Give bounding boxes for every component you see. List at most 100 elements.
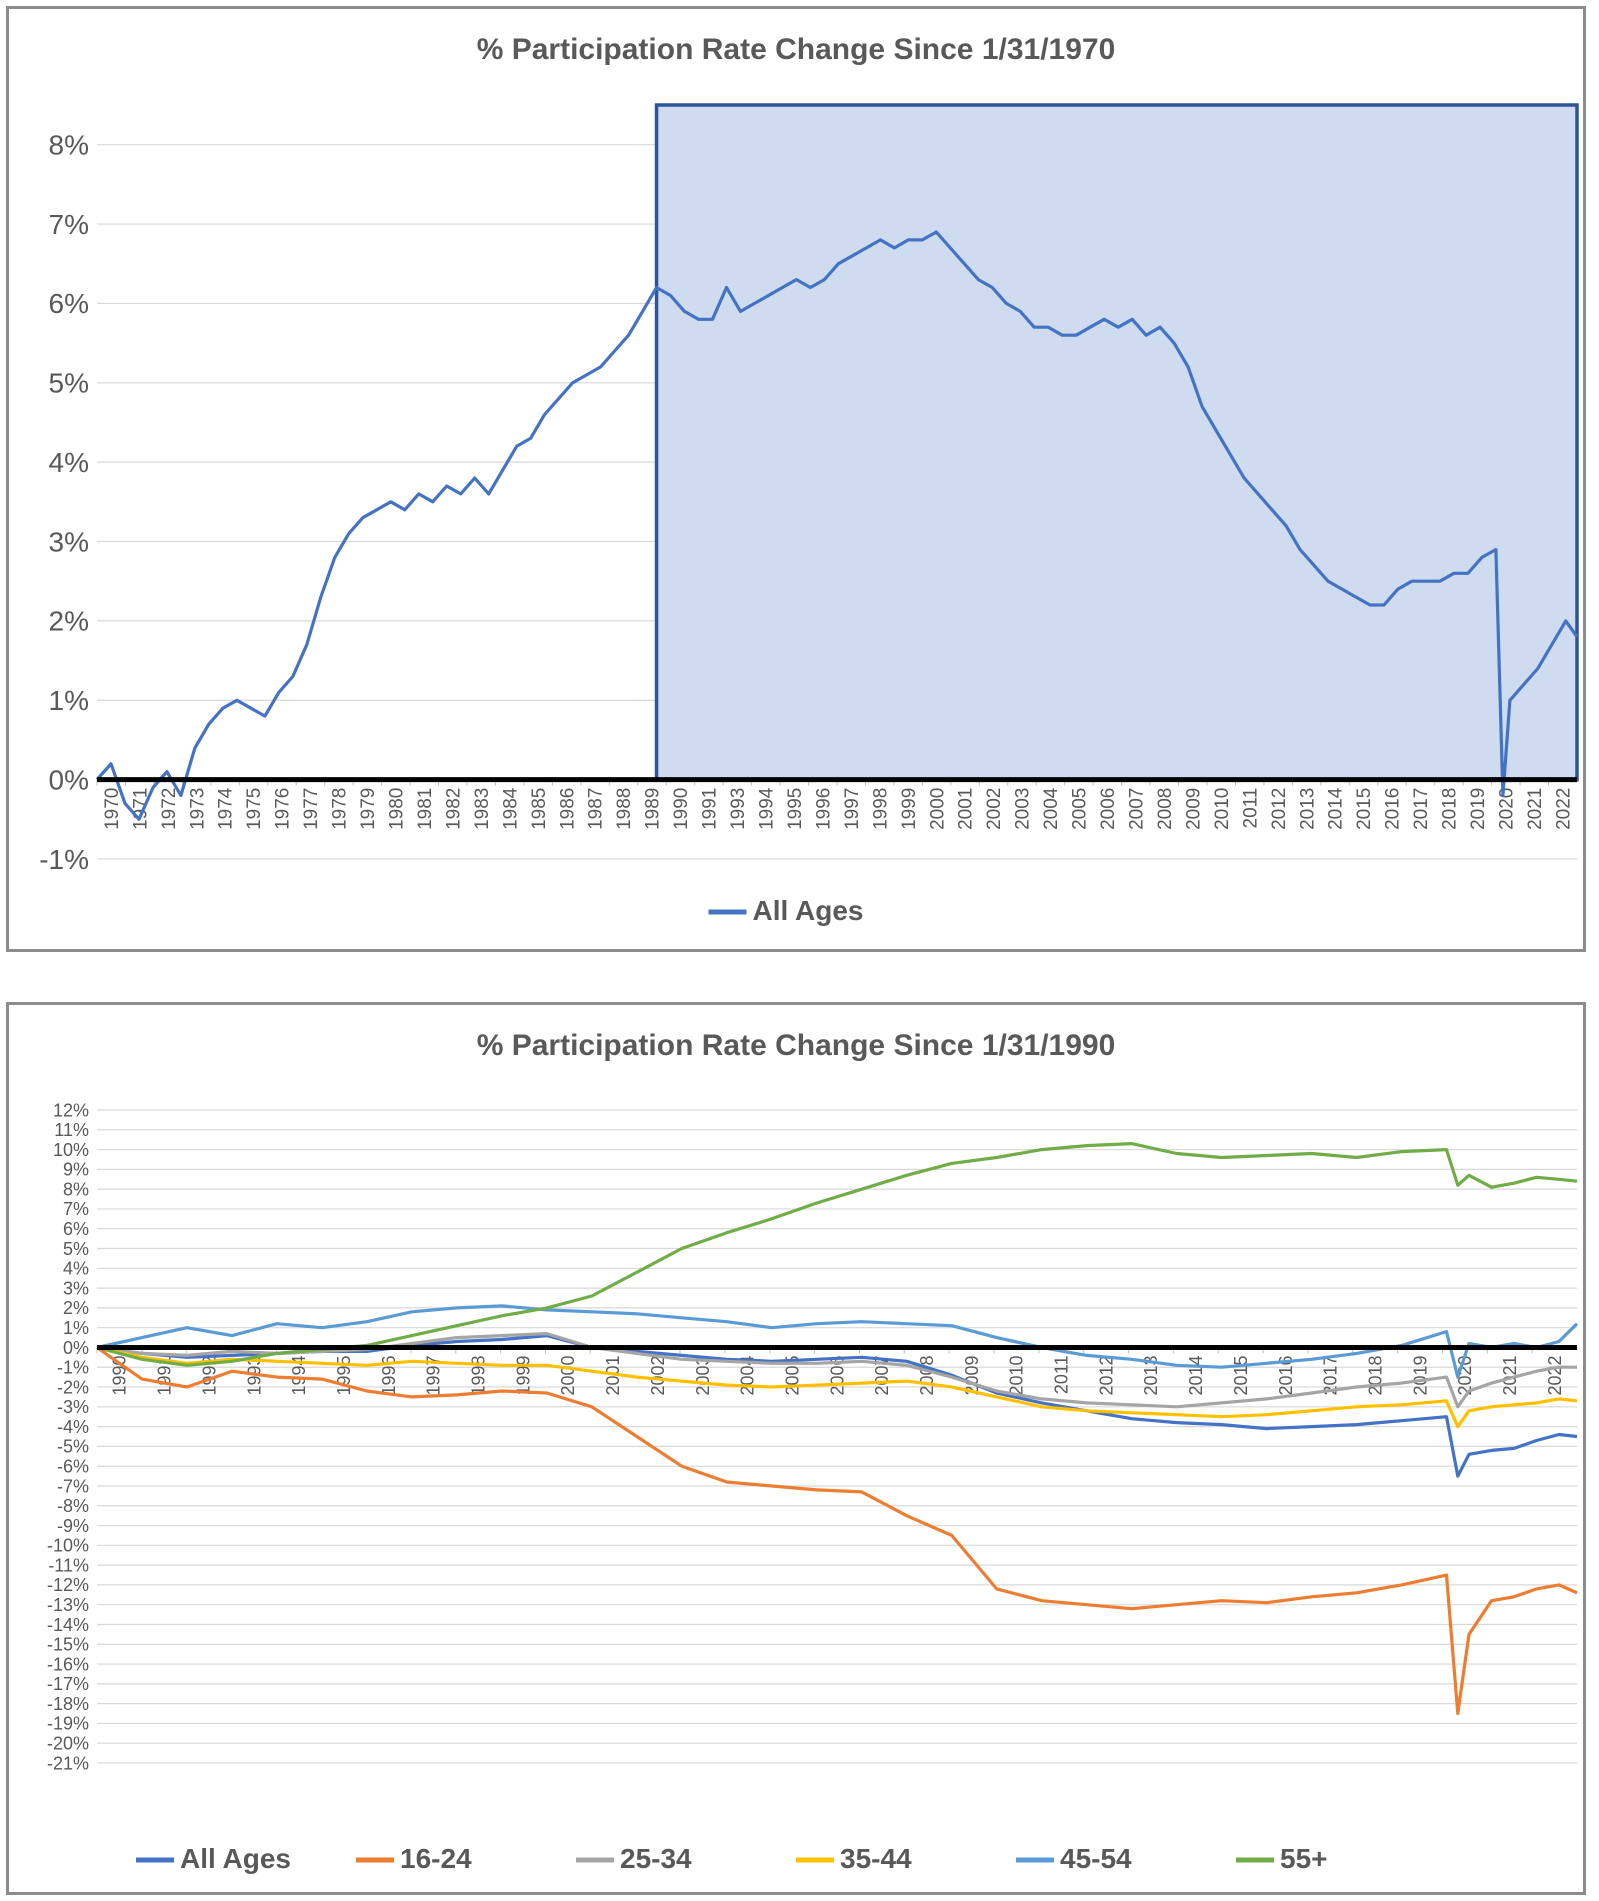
chart-1-frame: % Participation Rate Change Since 1/31/1… [6,6,1586,952]
x-tick-label: 1971 [130,788,151,830]
x-tick-label: 2003 [693,1355,713,1395]
chart-1-y-axis: -1% 0% 1% 2% 3% 4% 5% 6% 7% 8% [39,129,89,874]
legend-label: All Ages [753,895,864,926]
y-tick-label: -10% [47,1536,89,1556]
x-tick-label: 1990 [110,1355,130,1395]
y-tick-label: -9% [57,1516,89,1536]
x-tick-label: 1994 [756,787,777,830]
y-tick-label: 8% [49,129,89,160]
x-tick-label: 2002 [984,788,1005,830]
x-tick-label: 2015 [1231,1355,1251,1395]
x-tick-label: 1972 [159,788,180,830]
x-tick-label: 2021 [1500,1355,1520,1395]
y-tick-label: -15% [47,1635,89,1655]
legend-item: All Ages [708,895,864,926]
x-tick-label: 2017 [1411,788,1432,830]
legend-item: 35-44 [796,1843,912,1874]
series-line-all-ages [95,230,1579,821]
highlight-box [654,103,1579,782]
legend-item: 16-24 [356,1843,472,1874]
x-tick-label: 2007 [872,1355,892,1395]
x-tick-label: 1982 [443,788,464,830]
y-tick-label: -18% [47,1694,89,1714]
x-tick-label: 1985 [529,788,550,830]
y-tick-label: -19% [47,1714,89,1734]
chart-2-svg: % Participation Rate Change Since 1/31/1… [47,1029,1579,1874]
x-tick-label: 2020 [1496,788,1517,830]
x-tick-label: 1995 [785,788,806,830]
x-tick-label: 1983 [472,788,493,830]
x-tick-label: 1993 [728,788,749,830]
x-tick-label: 2010 [1007,1355,1027,1395]
x-tick-label: 2016 [1383,788,1404,830]
x-tick-label: 1987 [586,788,607,830]
x-tick-label: 1975 [244,788,265,830]
x-tick-label: 1988 [614,788,635,830]
x-tick-label: 1973 [187,788,208,830]
y-tick-label: 3% [63,1278,89,1298]
y-tick-label: -3% [57,1397,89,1417]
y-tick-label: -6% [57,1456,89,1476]
series-line-16-24 [96,1346,1578,1716]
x-tick-label: 2012 [1096,1355,1116,1395]
y-tick-label: 5% [63,1239,89,1259]
x-tick-label: 1986 [557,788,578,830]
y-tick-label: 7% [49,209,89,240]
x-tick-label: 1996 [379,1355,399,1395]
x-tick-label: 1998 [469,1355,489,1395]
x-tick-label: 2001 [956,788,977,830]
x-tick-label: 1977 [301,788,322,830]
y-tick-label: 7% [63,1199,89,1219]
x-tick-label: 2018 [1440,788,1461,830]
legend-label: All Ages [180,1843,291,1874]
y-tick-label: -2% [57,1377,89,1397]
x-tick-label: 2010 [1212,788,1233,830]
legend-label: 25-34 [620,1843,692,1874]
y-tick-label: 0% [49,764,89,795]
series-line-35-44 [96,1345,1578,1429]
x-tick-label: 1999 [899,788,920,830]
x-tick-label: 2002 [648,1355,668,1395]
chart-1-svg: % Participation Rate Change Since 1/31/1… [39,33,1579,926]
chart-1-legend: All Ages [708,895,864,926]
y-tick-label: 4% [63,1259,89,1279]
y-tick-label: 0% [63,1338,89,1358]
x-tick-label: 1974 [216,787,237,830]
x-tick-label: 1997 [424,1355,444,1395]
x-tick-label: 2000 [558,1355,578,1395]
x-tick-label: 2011 [1052,1355,1072,1394]
legend-item: 55+ [1236,1843,1328,1874]
y-tick-label: -5% [57,1437,89,1457]
x-tick-label: 2008 [917,1355,937,1395]
x-tick-label: 2022 [1553,788,1574,830]
x-tick-label: 1994 [289,1355,309,1395]
chart-1-x-axis: 1970 1971 1972 1973 1974 1975 1976 1977 1978 1979… [96,779,1574,830]
x-tick-label: 2017 [1321,1355,1341,1395]
x-tick-label: 2005 [1070,788,1091,830]
series-line-55- [96,1142,1578,1367]
legend-item: All Ages [136,1843,291,1874]
y-tick-label: -1% [39,844,89,875]
x-tick-label: 1984 [500,787,521,830]
y-tick-label: 4% [49,447,89,478]
legend-label: 45-54 [1060,1843,1132,1874]
chart-2-gridlines [97,1109,1577,1764]
x-tick-label: 1992 [199,1355,219,1395]
x-tick-label: 1998 [870,788,891,830]
x-tick-label: 1996 [813,788,834,830]
x-tick-label: 2009 [1183,788,1204,830]
x-tick-label: 1976 [273,788,294,830]
chart-2-y-axis: 12%11%10%9%8%7%6%5%4%3%2%1%0%-1%-2%-3%-4… [47,1100,89,1773]
x-tick-label: 2014 [1326,787,1347,830]
chart-2-legend: All Ages 16-24 25-34 35-44 45-54 55+ [136,1843,1328,1874]
x-tick-label: 2003 [1013,788,1034,830]
y-tick-label: -16% [47,1654,89,1674]
legend-label: 55+ [1280,1843,1328,1874]
y-tick-label: 9% [63,1160,89,1180]
y-tick-label: -12% [47,1575,89,1595]
chart-1-highlight-region [654,103,1579,782]
x-tick-label: 1995 [334,1355,354,1395]
y-tick-label: -14% [47,1615,89,1635]
chart-2-series [96,1142,1579,1716]
y-tick-label: -4% [57,1417,89,1437]
